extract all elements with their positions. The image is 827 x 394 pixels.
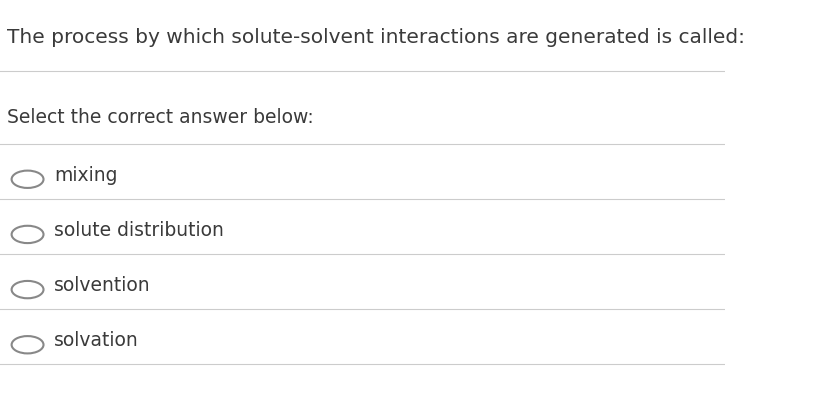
Text: Select the correct answer below:: Select the correct answer below: (7, 108, 313, 127)
Text: mixing: mixing (55, 166, 117, 185)
Text: solvation: solvation (55, 331, 139, 350)
Text: solvention: solvention (55, 276, 151, 295)
Text: solute distribution: solute distribution (55, 221, 224, 240)
Text: The process by which solute-solvent interactions are generated is called:: The process by which solute-solvent inte… (7, 28, 744, 46)
